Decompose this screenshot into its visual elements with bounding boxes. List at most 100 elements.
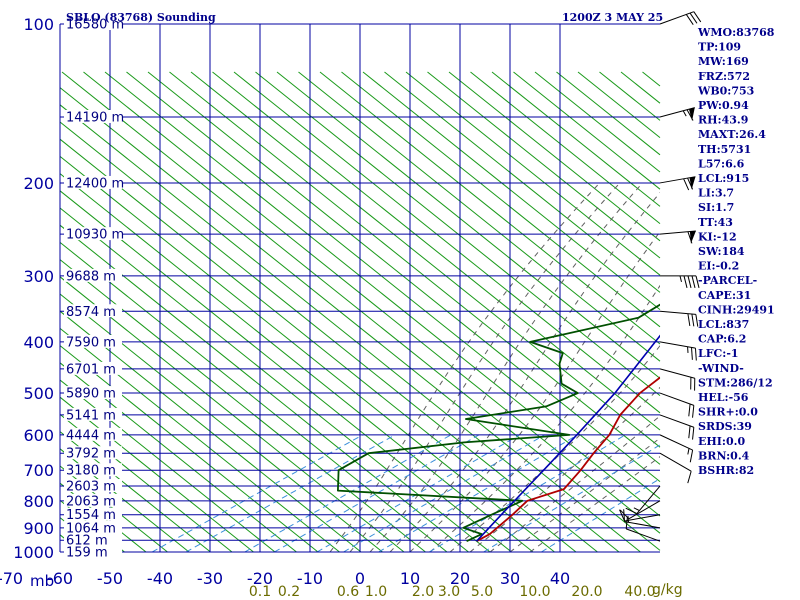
- stability-index: BRN:0.4: [698, 449, 750, 462]
- dry-adiabat: [233, 71, 661, 414]
- stability-index: L57:6.6: [698, 157, 745, 170]
- pressure-tick-label: 700: [23, 461, 54, 480]
- wind-barb-full: [688, 403, 691, 417]
- height-label-bg: [64, 520, 122, 534]
- wind-barb-full: [694, 348, 697, 361]
- height-label-bg: [64, 175, 122, 189]
- height-label: 14190 m: [66, 110, 124, 125]
- stability-index: EI:-0.2: [698, 260, 739, 273]
- temperature-tick-label: 40: [550, 569, 570, 588]
- dry-adiabat: [470, 71, 661, 224]
- stability-index: BSHR:82: [698, 464, 754, 477]
- height-label: 3180 m: [66, 464, 116, 479]
- mixing-ratio-line: [343, 434, 545, 553]
- wind-barb-full: [686, 109, 694, 121]
- dry-adiabat: [384, 71, 661, 293]
- temperature-tick-label: -40: [147, 569, 173, 588]
- dry-adiabat: [59, 276, 405, 553]
- height-label-bg: [64, 493, 122, 507]
- stability-index: SRDS:39: [698, 420, 752, 433]
- dry-adiabat: [491, 71, 661, 207]
- temperature-tick-label: -50: [97, 569, 123, 588]
- wind-barb-full: [687, 313, 691, 327]
- height-label-bg: [64, 533, 122, 547]
- wind-barb-full: [695, 275, 700, 289]
- wind-barb-full: [693, 11, 702, 23]
- sounding-profiles: [337, 303, 660, 543]
- dry-adiabat: [599, 71, 661, 121]
- wind-barb-staff: [659, 414, 694, 428]
- dry-adiabat: [405, 71, 661, 276]
- dry-adiabat: [341, 71, 661, 328]
- isotherm-lines: [59, 24, 561, 552]
- wind-barb-full: [687, 177, 694, 190]
- moist-adiabat: [369, 182, 643, 552]
- wind-barb-full: [691, 347, 693, 360]
- wind-barb-full: [691, 313, 695, 327]
- stability-index: TP:109: [698, 41, 741, 54]
- dry-adiabat: [59, 224, 469, 553]
- height-label: 10930 m: [66, 228, 124, 243]
- wind-barb-staff: [659, 452, 692, 472]
- height-label: 2063 m: [66, 494, 116, 509]
- wind-barb-half: [633, 507, 640, 511]
- height-label-bg: [64, 109, 122, 123]
- stability-index: FRZ:572: [698, 70, 750, 83]
- wind-barb-staff: [659, 107, 695, 118]
- height-label-bg: [64, 407, 122, 421]
- height-labels: 16580 m 14190 m 12400 m 10930 m 9688 m 8574 m…: [64, 17, 124, 561]
- wind-barb-staff: [659, 434, 693, 451]
- wind-barb-full: [687, 275, 692, 289]
- mixing-ratio-label: 2.0: [412, 584, 434, 600]
- height-label: 5890 m: [66, 387, 116, 402]
- height-label-bg: [64, 334, 122, 348]
- dry-adiabat: [534, 71, 661, 173]
- mixing-ratio-label: 20.0: [571, 584, 602, 600]
- wind-barb-full: [687, 231, 693, 244]
- dry-adiabat: [126, 71, 661, 500]
- dry-adiabat: [147, 71, 661, 482]
- dry-adiabat: [212, 71, 661, 431]
- mixing-ratio-label: 0.2: [278, 584, 300, 600]
- wind-barb-full: [691, 275, 696, 289]
- dry-adiabat: [642, 71, 661, 87]
- wind-barb-full: [689, 12, 698, 24]
- height-label: 5141 m: [66, 408, 116, 423]
- mixing-ratio-labels: 0.1 0.2 0.6 1.0 2.0 3.0 5.0 10.0 20.0 40.0: [249, 584, 656, 600]
- wind-barb-half: [679, 275, 682, 283]
- height-label: 9688 m: [66, 269, 116, 284]
- parcel-profile: [476, 334, 660, 542]
- temperature-tick-label: 20: [450, 569, 470, 588]
- wind-barb-staff: [659, 392, 694, 406]
- height-label: 1064 m: [66, 521, 116, 536]
- temperature-tick-label: 0: [355, 569, 365, 588]
- stability-index: STM:286/12: [698, 376, 773, 389]
- wind-barb-half: [682, 110, 687, 117]
- temperature-tick-label: -30: [197, 569, 223, 588]
- stability-index: PW:0.94: [698, 99, 749, 112]
- dry-adiabat: [427, 71, 661, 259]
- dry-adiabat: [59, 173, 534, 553]
- height-label: 1554 m: [66, 508, 116, 523]
- stability-index: TH:5731: [698, 143, 751, 156]
- mixing-ratio-lines: [151, 434, 661, 553]
- mixing-ratio-line: [185, 434, 396, 553]
- stability-index: LFC:-1: [698, 347, 739, 360]
- dry-adiabat: [276, 71, 661, 379]
- pressure-tick-label: 200: [23, 174, 54, 193]
- wind-barb-half: [687, 448, 690, 455]
- height-label-bg: [64, 463, 122, 477]
- pressure-tick-label: 1000: [13, 543, 54, 562]
- dry-adiabat: [577, 71, 661, 138]
- wind-barb-staff: [628, 500, 661, 520]
- mixing-ratio-line: [378, 434, 578, 553]
- wind-barb-full: [683, 275, 688, 289]
- wind-barb-full: [625, 516, 628, 529]
- wind-barb-full: [687, 471, 692, 484]
- stability-index: LCL:837: [698, 318, 749, 331]
- wind-barb-full: [689, 449, 694, 463]
- wind-barb-full: [695, 314, 699, 327]
- wind-barb-full: [688, 425, 691, 439]
- dry-adiabat: [59, 138, 577, 553]
